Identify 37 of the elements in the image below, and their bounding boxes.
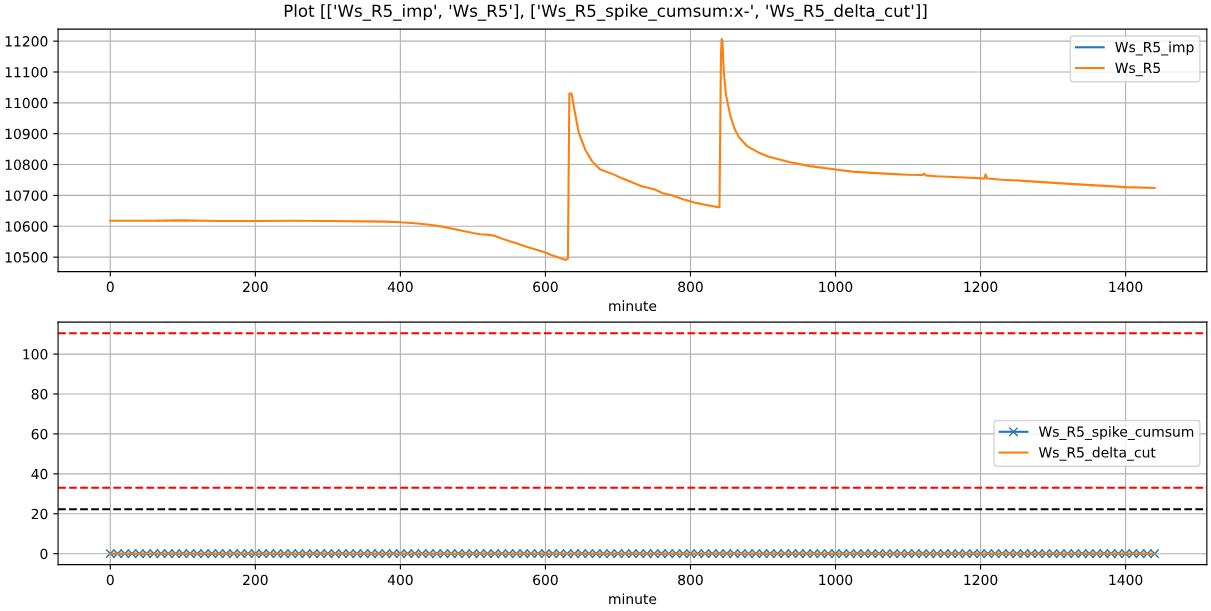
y-tick-label: 10600 <box>5 221 48 232</box>
x-tick-label: 1400 <box>1109 281 1143 293</box>
x-tick-label: 200 <box>243 574 268 586</box>
y-tick-label: 10800 <box>5 159 48 171</box>
x-tick-label: 1400 <box>1109 574 1143 586</box>
y-tick-label: 60 <box>31 428 48 440</box>
x-tick-label: 0 <box>106 281 114 293</box>
x-tick-label: 400 <box>387 574 413 586</box>
x-tick-label: 800 <box>678 281 703 293</box>
x-tick-label: 600 <box>533 281 558 293</box>
x-tick-label: 1000 <box>819 574 853 586</box>
x-tick-label: 800 <box>678 574 703 586</box>
y-tick-label: 11000 <box>5 97 48 109</box>
chart-title: Plot [['Ws_R5_imp', 'Ws_R5'], ['Ws_R5_spike_cumsum:x-', 'Ws_R5_delta_cut']] <box>284 4 927 21</box>
x-tick-label: 0 <box>106 574 114 586</box>
y-tick-label: 40 <box>31 468 48 480</box>
legend-label: Ws_R5_delta_cut <box>1038 446 1156 461</box>
x-tick-label: 1200 <box>964 281 998 293</box>
y-tick-label: 20 <box>31 508 48 520</box>
legend-label: Ws_R5_spike_cumsum <box>1038 426 1194 440</box>
y-tick-label: 11200 <box>5 36 48 47</box>
x-tick-label: 400 <box>387 281 413 293</box>
y-tick-label: 80 <box>31 388 48 400</box>
y-tick-label: 10900 <box>5 128 48 140</box>
x-axis-title: minute <box>609 593 657 605</box>
x-tick-label: 200 <box>243 281 268 293</box>
y-tick-label: 10700 <box>5 190 48 201</box>
y-tick-label: 10500 <box>5 252 48 263</box>
x-axis-title: minute <box>609 300 657 312</box>
y-tick-label: 100 <box>23 349 48 360</box>
x-tick-label: 1000 <box>819 281 853 293</box>
legend-label: Ws_R5_imp <box>1115 41 1194 56</box>
legend-label: Ws_R5 <box>1115 62 1160 77</box>
y-tick-label: 0 <box>40 548 48 560</box>
x-tick-label: 1200 <box>964 574 998 586</box>
x-tick-label: 600 <box>533 574 558 586</box>
y-tick-label: 11100 <box>5 66 48 78</box>
